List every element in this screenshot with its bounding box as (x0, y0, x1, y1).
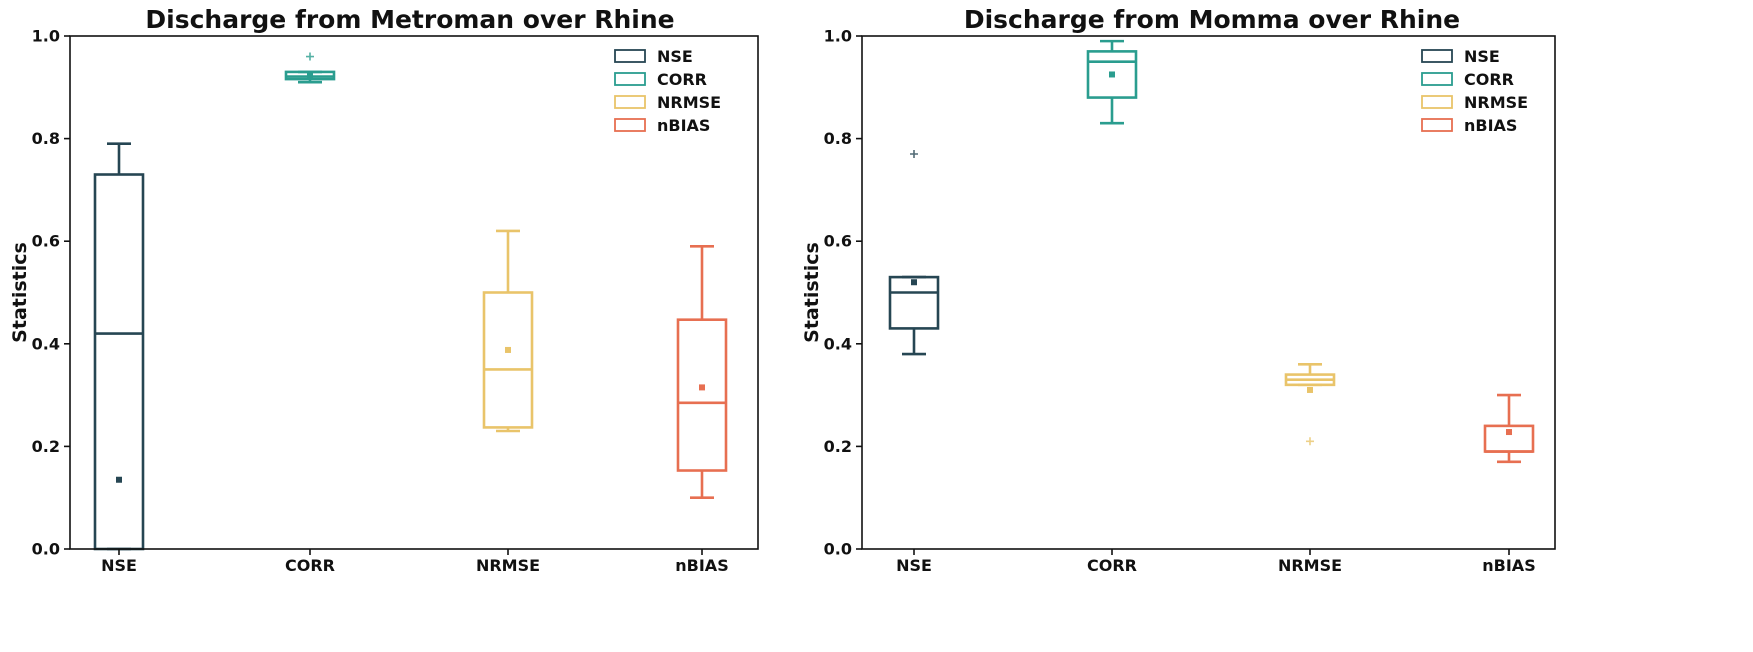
legend-label: nBIAS (657, 116, 710, 135)
x-tick-label: NSE (896, 556, 932, 575)
box-body (1086, 50, 1138, 99)
chart-panel-2: Discharge from Momma over Rhine Statistic… (801, 5, 1556, 575)
legend-swatch (1421, 49, 1453, 63)
plot-frame (69, 35, 759, 550)
y-tick-label: 0.0 (824, 540, 852, 559)
legend-swatch (1421, 72, 1453, 86)
y-tick-label: 0.0 (32, 540, 60, 559)
legend-label: NRMSE (657, 93, 721, 112)
box-nse (93, 142, 145, 551)
plot-frame (861, 35, 1556, 550)
mean-marker (505, 346, 511, 353)
y-tick-label: 0.4 (824, 334, 852, 353)
legend-swatch (614, 118, 646, 132)
mean-marker (699, 384, 705, 391)
y-tick-label: 0.8 (32, 129, 60, 148)
x-tick-label: NRMSE (1278, 556, 1342, 575)
legend-label: NSE (1464, 47, 1500, 66)
legend-label: nBIAS (1464, 116, 1517, 135)
x-tick-label: CORR (1087, 556, 1137, 575)
legend-label: CORR (1464, 70, 1514, 89)
box-corr (284, 52, 336, 84)
legend-swatch (614, 95, 646, 109)
chart-panel-1: Discharge from Metroman over Rhine Statis… (9, 5, 759, 575)
mean-marker (1109, 71, 1115, 78)
x-tick-label: CORR (285, 556, 335, 575)
x-tick-label: nBIAS (675, 556, 728, 575)
box-nbias (1483, 393, 1535, 464)
mean-marker (1307, 386, 1313, 393)
y-tick-label: 1.0 (32, 27, 60, 46)
y-axis-label: Statistics (801, 242, 823, 343)
legend-swatch (614, 49, 646, 63)
y-axis-label: Statistics (9, 242, 31, 343)
box-nse (888, 149, 940, 356)
y-tick-label: 1.0 (824, 27, 852, 46)
box-corr (1086, 39, 1138, 125)
outlier-marker (306, 52, 314, 61)
legend-label: NSE (657, 47, 693, 66)
y-tick-label: 0.8 (824, 129, 852, 148)
chart-title: Discharge from Momma over Rhine (964, 5, 1460, 34)
y-tick-label: 0.6 (32, 232, 60, 251)
legend-swatch (1421, 95, 1453, 109)
box-nbias (676, 245, 728, 500)
mean-marker (1506, 429, 1512, 436)
y-tick-label: 0.2 (32, 437, 60, 456)
legend-label: NRMSE (1464, 93, 1528, 112)
outlier-marker (910, 149, 918, 158)
y-tick-label: 0.6 (824, 232, 852, 251)
outlier-marker (1306, 437, 1314, 446)
legend-swatch (614, 72, 646, 86)
legend-label: CORR (657, 70, 707, 89)
legend-swatch (1421, 118, 1453, 132)
box-body (482, 291, 534, 429)
y-tick-label: 0.4 (32, 334, 60, 353)
box-body (93, 173, 145, 551)
box-nrmse (1284, 363, 1336, 446)
x-tick-label: nBIAS (1482, 556, 1535, 575)
x-tick-label: NSE (101, 556, 137, 575)
mean-marker (116, 476, 122, 483)
mean-marker (911, 279, 917, 286)
mean-marker (307, 72, 313, 79)
box-body (888, 275, 940, 330)
legend: NSE CORR NRMSE nBIAS (614, 47, 721, 135)
x-tick-label: NRMSE (476, 556, 540, 575)
legend: NSE CORR NRMSE nBIAS (1421, 47, 1528, 135)
y-tick-label: 0.2 (824, 437, 852, 456)
box-body (676, 318, 728, 472)
box-nrmse (482, 229, 534, 433)
chart-title: Discharge from Metroman over Rhine (145, 5, 674, 34)
